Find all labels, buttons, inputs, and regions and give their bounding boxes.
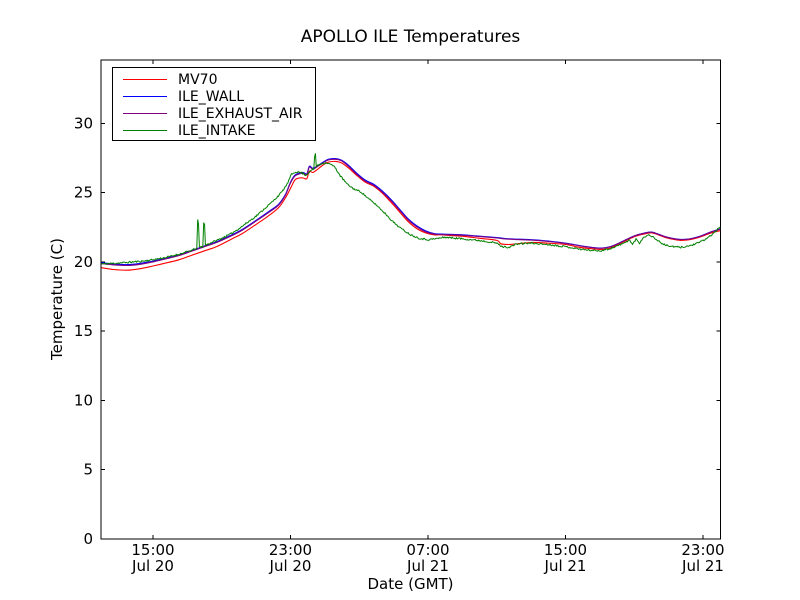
y-tick-label: 30 <box>74 114 93 132</box>
x-tick-label-date: Jul 21 <box>406 557 449 575</box>
x-tick-label-date: Jul 21 <box>544 557 587 575</box>
x-tick-label-time: 07:00 <box>406 541 449 559</box>
y-tick-label: 5 <box>83 461 93 479</box>
series-line-ILE_EXHAUST_AIR <box>101 158 721 267</box>
legend-label-ILE_INTAKE: ILE_INTAKE <box>178 123 255 139</box>
x-tick-label-time: 23:00 <box>681 541 724 559</box>
series-line-MV70 <box>101 160 721 271</box>
series-line-ILE_INTAKE <box>101 153 721 266</box>
legend-label-ILE_WALL: ILE_WALL <box>178 89 244 105</box>
y-tick-label: 0 <box>83 530 93 548</box>
y-tick-label: 20 <box>74 253 93 271</box>
y-axis-label: Temperature (C) <box>48 238 66 361</box>
legend-label-MV70: MV70 <box>178 72 217 88</box>
x-tick-label-date: Jul 20 <box>131 557 174 575</box>
x-tick-label-date: Jul 20 <box>269 557 312 575</box>
y-tick-label: 15 <box>74 322 93 340</box>
y-tick-label: 25 <box>74 184 93 202</box>
legend-box <box>112 67 316 141</box>
x-tick-label-time: 23:00 <box>269 541 312 559</box>
chart-title: APOLLO ILE Temperatures <box>301 27 521 47</box>
legend-label-ILE_EXHAUST_AIR: ILE_EXHAUST_AIR <box>178 106 303 122</box>
plot-frame <box>100 59 721 540</box>
x-tick-label-date: Jul 21 <box>681 557 724 575</box>
y-tick-label: 10 <box>74 391 93 409</box>
x-tick-label-time: 15:00 <box>544 541 587 559</box>
x-axis-label: Date (GMT) <box>367 575 453 593</box>
x-tick-label-time: 15:00 <box>131 541 174 559</box>
